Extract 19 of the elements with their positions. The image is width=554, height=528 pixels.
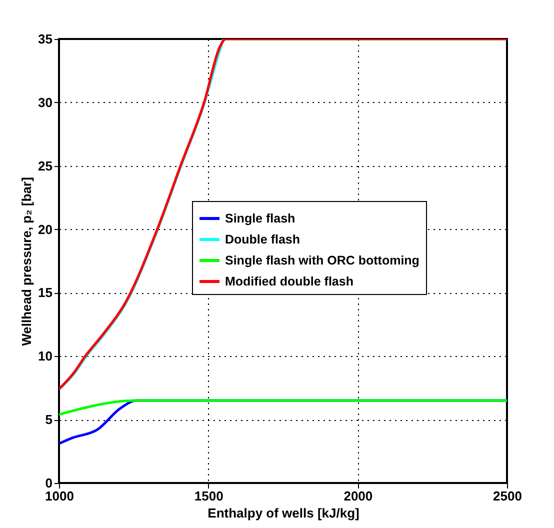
x-tick-label: 1000: [45, 488, 74, 504]
y-tick-label: 0: [45, 476, 52, 490]
x-tick-label: 2500: [493, 488, 522, 504]
y-tick-label: 25: [38, 158, 52, 174]
y-tick-label: 30: [38, 94, 52, 110]
x-tick-label: 1500: [194, 488, 224, 504]
y-tick-label: 15: [38, 285, 52, 300]
y-tick-label: 35: [38, 32, 52, 46]
legend-label: Double flash: [225, 232, 300, 246]
line-series: [59, 39, 507, 390]
y-tick-label: 10: [38, 348, 52, 364]
legend-label: Single flash: [225, 212, 296, 226]
y-axis-title: Wellhead pressure, p₂ [bar]: [19, 177, 34, 346]
x-axis-title: Enthalpy of wells [kJ/kg]: [208, 506, 360, 520]
y-tick-label: 20: [38, 222, 52, 237]
y-tick-label: 5: [45, 412, 52, 428]
legend-label: Single flash with ORC bottoming: [225, 254, 420, 268]
legend-label: Modified double flash: [225, 274, 354, 288]
x-tick-label: 2000: [344, 488, 373, 504]
